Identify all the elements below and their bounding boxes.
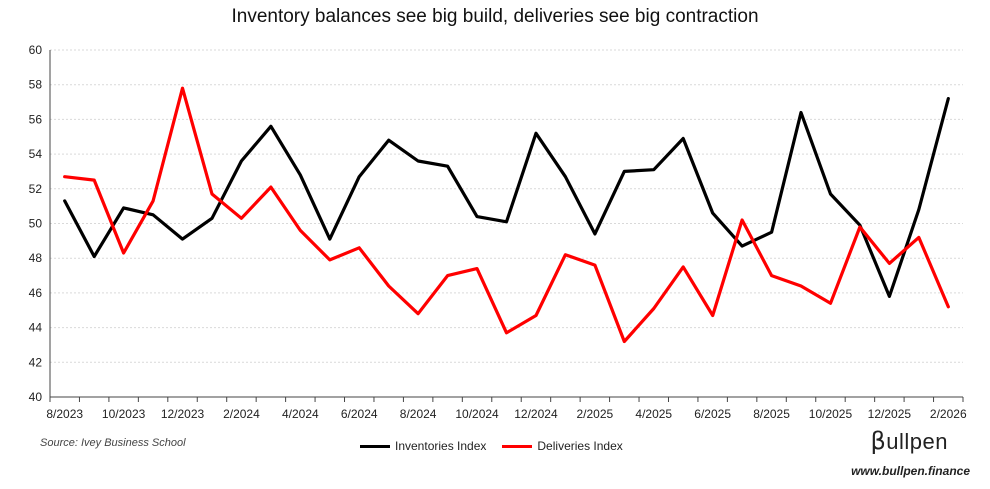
legend-swatch-inventories — [360, 444, 390, 448]
legend-label-deliveries: Deliveries Index — [537, 439, 623, 453]
x-tick-label: 6/2024 — [341, 407, 378, 421]
x-tick-label: 12/2024 — [514, 407, 558, 421]
x-tick-label: 12/2025 — [868, 407, 912, 421]
y-tick-label: 40 — [29, 390, 43, 404]
y-tick-label: 50 — [29, 217, 43, 231]
y-tick-label: 60 — [29, 43, 43, 57]
x-tick-label: 10/2025 — [809, 407, 853, 421]
y-tick-label: 54 — [29, 147, 43, 161]
x-tick-label: 4/2024 — [282, 407, 319, 421]
source-note: Source: Ivey Business School — [40, 437, 186, 449]
x-tick-label: 4/2025 — [635, 407, 672, 421]
y-tick-label: 44 — [29, 321, 43, 335]
brand-mark: β — [870, 427, 887, 455]
chart-title: Inventory balances see big build, delive… — [231, 6, 759, 27]
legend-item-deliveries: Deliveries Index — [502, 439, 623, 453]
y-tick-label: 52 — [29, 182, 43, 196]
x-tick-label: 6/2025 — [694, 407, 731, 421]
x-tick-label: 2/2025 — [577, 407, 614, 421]
brand-url: www.bullpen.finance — [851, 464, 970, 478]
axis-layer — [49, 50, 964, 402]
series-line-deliveries-index — [63, 86, 950, 344]
legend: Inventories Index Deliveries Index — [360, 439, 639, 453]
y-tick-label: 56 — [29, 112, 43, 126]
x-tick-label: 8/2023 — [46, 407, 83, 421]
x-tick-label: 12/2023 — [161, 407, 205, 421]
legend-swatch-deliveries — [502, 444, 533, 448]
y-tick-label: 58 — [29, 78, 43, 92]
y-tick-label: 42 — [29, 355, 43, 369]
x-tick-label: 8/2025 — [753, 407, 790, 421]
legend-label-inventories: Inventories Index — [395, 439, 487, 453]
series-line-inventories-index — [63, 96, 950, 298]
label-layer: 40 42 44 46 48 50 52 54 56 58 60 8/2023 10/2023 12/20… — [29, 43, 967, 421]
grid-layer — [50, 49, 963, 363]
y-tick-label: 46 — [29, 286, 43, 300]
x-tick-label: 10/2023 — [102, 407, 146, 421]
x-tick-label: 8/2024 — [400, 407, 437, 421]
x-tick-label: 10/2024 — [455, 407, 499, 421]
x-tick-label: 2/2024 — [223, 407, 260, 421]
brand-name: ullpen — [886, 429, 948, 454]
legend-item-inventories: Inventories Index — [360, 439, 486, 453]
series-layer — [63, 86, 950, 344]
line-chart: 40 42 44 46 48 50 52 54 56 58 60 8/2023 10/2023 12/20… — [29, 43, 967, 421]
y-tick-label: 48 — [29, 251, 43, 265]
brand-logo: βullpen — [870, 427, 948, 455]
x-tick-label: 2/2026 — [930, 407, 967, 421]
